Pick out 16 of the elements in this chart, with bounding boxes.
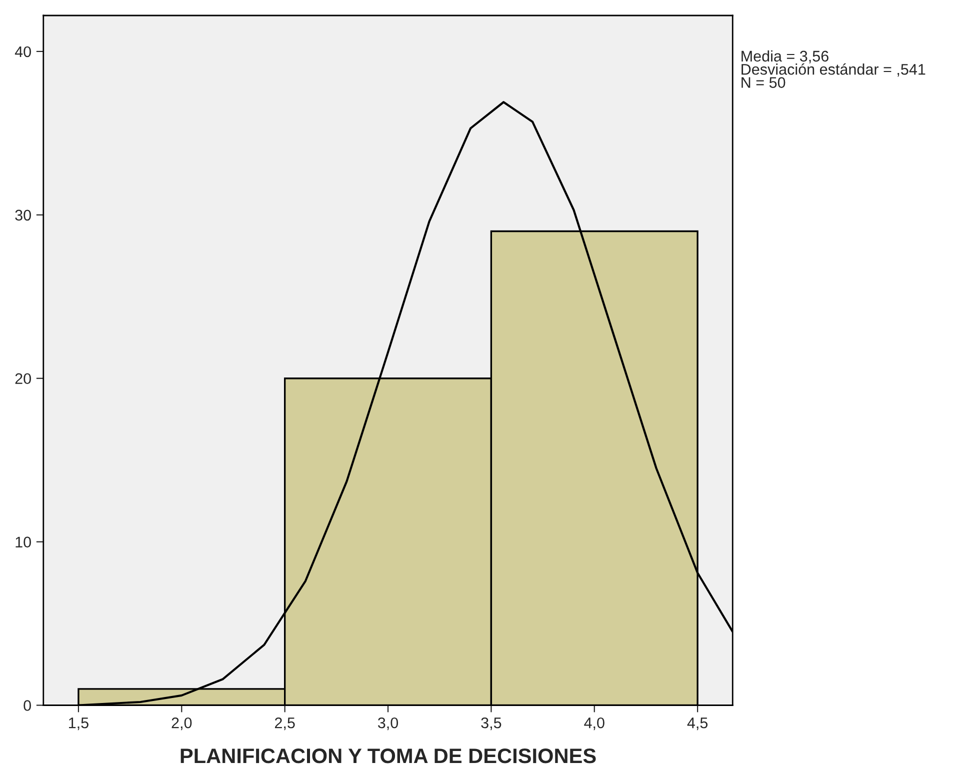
x-tick-label: 3,0 xyxy=(378,717,398,730)
text: Media = 3,56 xyxy=(742,50,828,64)
y-tick-label: 10 xyxy=(16,536,31,548)
y-tick-label: 20 xyxy=(15,373,31,384)
y-tick-label: 30 xyxy=(15,210,31,221)
x-tick-label: 4,5 xyxy=(687,718,708,730)
x-tick-label: 1,5 xyxy=(69,718,88,730)
x-tick-label: 2,0 xyxy=(172,717,192,730)
x-axis-title: PLANIFICACION Y TOMA DE DECISIONES xyxy=(180,748,596,764)
x-tick-label: 2,5 xyxy=(274,717,295,730)
x-tick-label: 3,5 xyxy=(481,717,502,730)
y-tick-label: 40 xyxy=(14,46,31,58)
x-tick-label: 4,0 xyxy=(584,717,604,730)
text: Desviación estándar = ,541 xyxy=(742,63,926,77)
y-tick-label: 0 xyxy=(24,700,31,711)
text: N = 50 xyxy=(742,77,786,88)
